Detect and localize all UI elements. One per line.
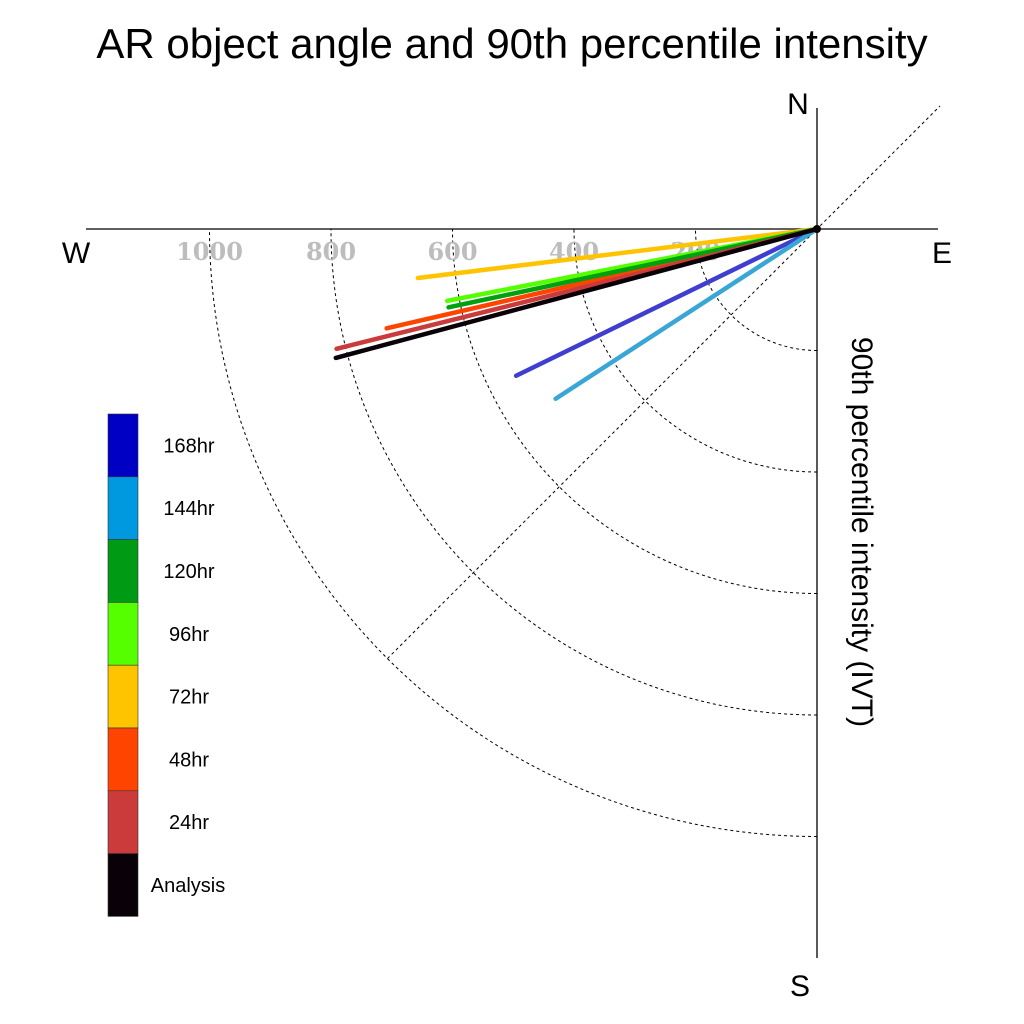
legend-swatch-72hr bbox=[107, 664, 139, 729]
series-line-144hr bbox=[553, 226, 820, 401]
series-line-168hr bbox=[513, 226, 820, 378]
compass-axes bbox=[86, 108, 938, 958]
legend: 168hr 144hr 120hr 96hr 72hr 48hr 24hr Analysis bbox=[107, 413, 225, 917]
legend-label-48hr: 48hr bbox=[169, 749, 209, 771]
series-line-72hr bbox=[415, 226, 820, 281]
legend-swatch-144hr bbox=[107, 476, 139, 540]
legend-swatch-96hr bbox=[107, 602, 139, 666]
origin-marker bbox=[813, 225, 821, 233]
legend-label-24hr: 24hr bbox=[169, 812, 209, 834]
legend-swatch-24hr bbox=[107, 790, 139, 854]
grid-ring-1000 bbox=[209, 228, 818, 837]
radial-tick-label-1000: 1000 bbox=[176, 237, 243, 266]
y-axis-label: 90th percentile intensity (IVT) bbox=[845, 337, 878, 727]
compass-east-label: E bbox=[932, 237, 952, 270]
radial-tick-label-800: 800 bbox=[306, 237, 356, 266]
grid-diagonal bbox=[387, 105, 941, 659]
polar-grid bbox=[209, 105, 941, 837]
series-line-analysis bbox=[333, 226, 820, 361]
legend-swatch-120hr bbox=[107, 539, 139, 603]
legend-label-analysis: Analysis bbox=[151, 875, 225, 897]
legend-label-120hr: 120hr bbox=[163, 561, 214, 583]
legend-label-144hr: 144hr bbox=[163, 498, 214, 520]
legend-swatch-168hr bbox=[107, 413, 139, 478]
radial-tick-labels: 2004006008001000 bbox=[176, 237, 720, 266]
legend-swatch-48hr bbox=[107, 727, 139, 792]
compass-north-label: N bbox=[787, 88, 809, 121]
series-lines bbox=[333, 225, 821, 401]
legend-label-96hr: 96hr bbox=[169, 624, 209, 646]
radial-tick-label-600: 600 bbox=[427, 237, 477, 266]
compass-south-label: S bbox=[790, 970, 810, 1003]
compass-west-label: W bbox=[62, 237, 91, 270]
legend-swatch-analysis bbox=[107, 853, 139, 917]
legend-label-168hr: 168hr bbox=[163, 435, 214, 457]
legend-label-72hr: 72hr bbox=[169, 687, 209, 709]
chart-title: AR object angle and 90th percentile inte… bbox=[96, 20, 927, 67]
grid-ring-800 bbox=[330, 228, 818, 716]
